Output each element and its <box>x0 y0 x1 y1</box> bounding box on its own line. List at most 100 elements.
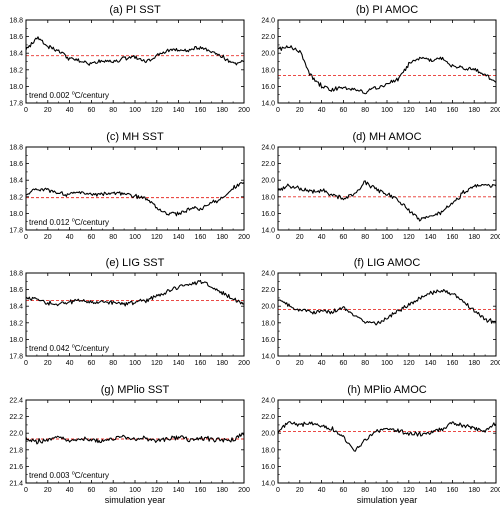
series-line <box>277 180 497 222</box>
series-line <box>25 432 245 445</box>
panel-3: (d) MH AMOC 0 20 40 60 80 100 120 140 160 180 200 14… <box>261 131 500 241</box>
y-tick-label: 20.0 <box>261 178 275 185</box>
x-tick-label: 200 <box>490 107 500 114</box>
y-tick-label: 16.0 <box>261 464 275 471</box>
panel-title: (d) MH AMOC <box>352 131 421 143</box>
y-tick-label: 22.4 <box>9 398 23 405</box>
series-line <box>25 279 245 307</box>
y-tick-label: 21.6 <box>9 464 23 471</box>
x-tick-label: 160 <box>447 360 459 367</box>
y-tick-label: 18.6 <box>9 161 23 168</box>
x-tick-label: 200 <box>490 487 500 494</box>
panel-title: (f) LIG AMOC <box>354 257 421 269</box>
trend-value: trend 0.002 <box>29 91 72 100</box>
x-tick-label: 20 <box>296 487 304 494</box>
x-tick-label: 120 <box>403 487 415 494</box>
y-tick-label: 18.0 <box>9 84 23 91</box>
y-tick-label: 18.6 <box>9 287 23 294</box>
x-tick-label: 200 <box>238 107 250 114</box>
trend-annotation: trend 0.012 oC/century <box>29 218 109 228</box>
x-tick-label: 80 <box>361 234 369 241</box>
x-tick-label: 0 <box>276 234 280 241</box>
y-tick-label: 21.8 <box>9 447 23 454</box>
x-axis-label: simulation year <box>357 495 418 505</box>
x-tick-label: 120 <box>403 360 415 367</box>
y-tick-label: 21.4 <box>9 481 23 488</box>
y-tick-label: 18.4 <box>9 304 23 311</box>
x-tick-label: 140 <box>173 487 185 494</box>
x-tick-label: 160 <box>195 234 207 241</box>
x-tick-label: 0 <box>24 360 28 367</box>
x-tick-label: 140 <box>425 487 437 494</box>
x-tick-label: 100 <box>381 360 393 367</box>
x-tick-label: 0 <box>276 107 280 114</box>
series-line <box>25 36 245 66</box>
y-tick-label: 20.0 <box>261 431 275 438</box>
x-tick-label: 60 <box>340 360 348 367</box>
y-tick-label: 20.0 <box>261 304 275 311</box>
y-tick-label: 22.2 <box>9 414 23 421</box>
x-tick-label: 60 <box>340 487 348 494</box>
x-tick-label: 120 <box>403 234 415 241</box>
panel-2: (c) MH SST 0 20 40 60 80 100 120 140 160 180 200 17.… <box>9 131 250 241</box>
y-tick-label: 18.0 <box>9 337 23 344</box>
x-tick-label: 60 <box>340 234 348 241</box>
x-tick-label: 100 <box>129 360 141 367</box>
x-tick-label: 140 <box>425 107 437 114</box>
x-tick-label: 80 <box>361 107 369 114</box>
y-tick-label: 18.0 <box>9 211 23 218</box>
x-tick-label: 180 <box>216 234 228 241</box>
x-tick-label: 120 <box>151 234 163 241</box>
panel-6: (g) MPlio SST 0 20 40 60 80 100 120 140 160 180 200… <box>9 384 250 505</box>
panel-7: (h) MPlio AMOC 0 20 40 60 80 100 120 140 160 180 20… <box>261 384 500 505</box>
y-tick-label: 24.0 <box>261 271 275 278</box>
x-tick-label: 60 <box>340 107 348 114</box>
x-tick-label: 160 <box>447 107 459 114</box>
y-tick-label: 16.0 <box>261 211 275 218</box>
y-tick-label: 18.2 <box>9 320 23 327</box>
y-tick-label: 16.0 <box>261 337 275 344</box>
y-tick-label: 18.8 <box>9 18 23 25</box>
panel-title: (c) MH SST <box>106 131 164 143</box>
x-tick-label: 200 <box>238 234 250 241</box>
x-tick-label: 120 <box>151 487 163 494</box>
x-tick-label: 120 <box>151 107 163 114</box>
series-line <box>277 45 497 95</box>
x-tick-label: 180 <box>216 107 228 114</box>
degree-mark: o <box>72 471 75 477</box>
x-tick-label: 180 <box>216 487 228 494</box>
y-tick-label: 18.0 <box>261 320 275 327</box>
y-tick-label: 18.4 <box>9 51 23 58</box>
x-tick-label: 140 <box>173 234 185 241</box>
y-tick-label: 14.0 <box>261 481 275 488</box>
y-tick-label: 18.2 <box>9 194 23 201</box>
x-tick-label: 100 <box>129 234 141 241</box>
degree-mark: o <box>72 218 75 224</box>
trend-unit: C/century <box>75 218 109 227</box>
trend-annotation: trend 0.002 oC/century <box>29 91 109 101</box>
x-tick-label: 80 <box>109 234 117 241</box>
x-tick-label: 40 <box>318 234 326 241</box>
x-axis-label: simulation year <box>105 495 166 505</box>
y-tick-label: 18.4 <box>9 178 23 185</box>
x-tick-label: 100 <box>129 487 141 494</box>
series-line <box>277 289 497 326</box>
x-tick-label: 0 <box>24 487 28 494</box>
panel-5: (f) LIG AMOC 0 20 40 60 80 100 120 140 160 180 200 1… <box>261 257 500 367</box>
x-tick-label: 180 <box>468 360 480 367</box>
y-tick-label: 17.8 <box>9 354 23 361</box>
x-tick-label: 160 <box>195 360 207 367</box>
trend-value: trend 0.012 <box>29 218 72 227</box>
panel-title: (e) LIG SST <box>106 257 165 269</box>
x-tick-label: 0 <box>276 487 280 494</box>
x-tick-label: 20 <box>44 107 52 114</box>
panel-4: (e) LIG SST 0 20 40 60 80 100 120 140 160 180 200 17… <box>9 257 250 367</box>
x-tick-label: 40 <box>66 360 74 367</box>
y-tick-label: 14.0 <box>261 228 275 235</box>
x-tick-label: 0 <box>24 234 28 241</box>
x-tick-label: 160 <box>195 107 207 114</box>
x-tick-label: 0 <box>24 107 28 114</box>
panel-0: (a) PI SST 0 20 40 60 80 100 120 140 160 180 200 17.… <box>9 4 250 114</box>
x-tick-label: 20 <box>296 360 304 367</box>
trend-annotation: trend 0.003 oC/century <box>29 471 109 481</box>
